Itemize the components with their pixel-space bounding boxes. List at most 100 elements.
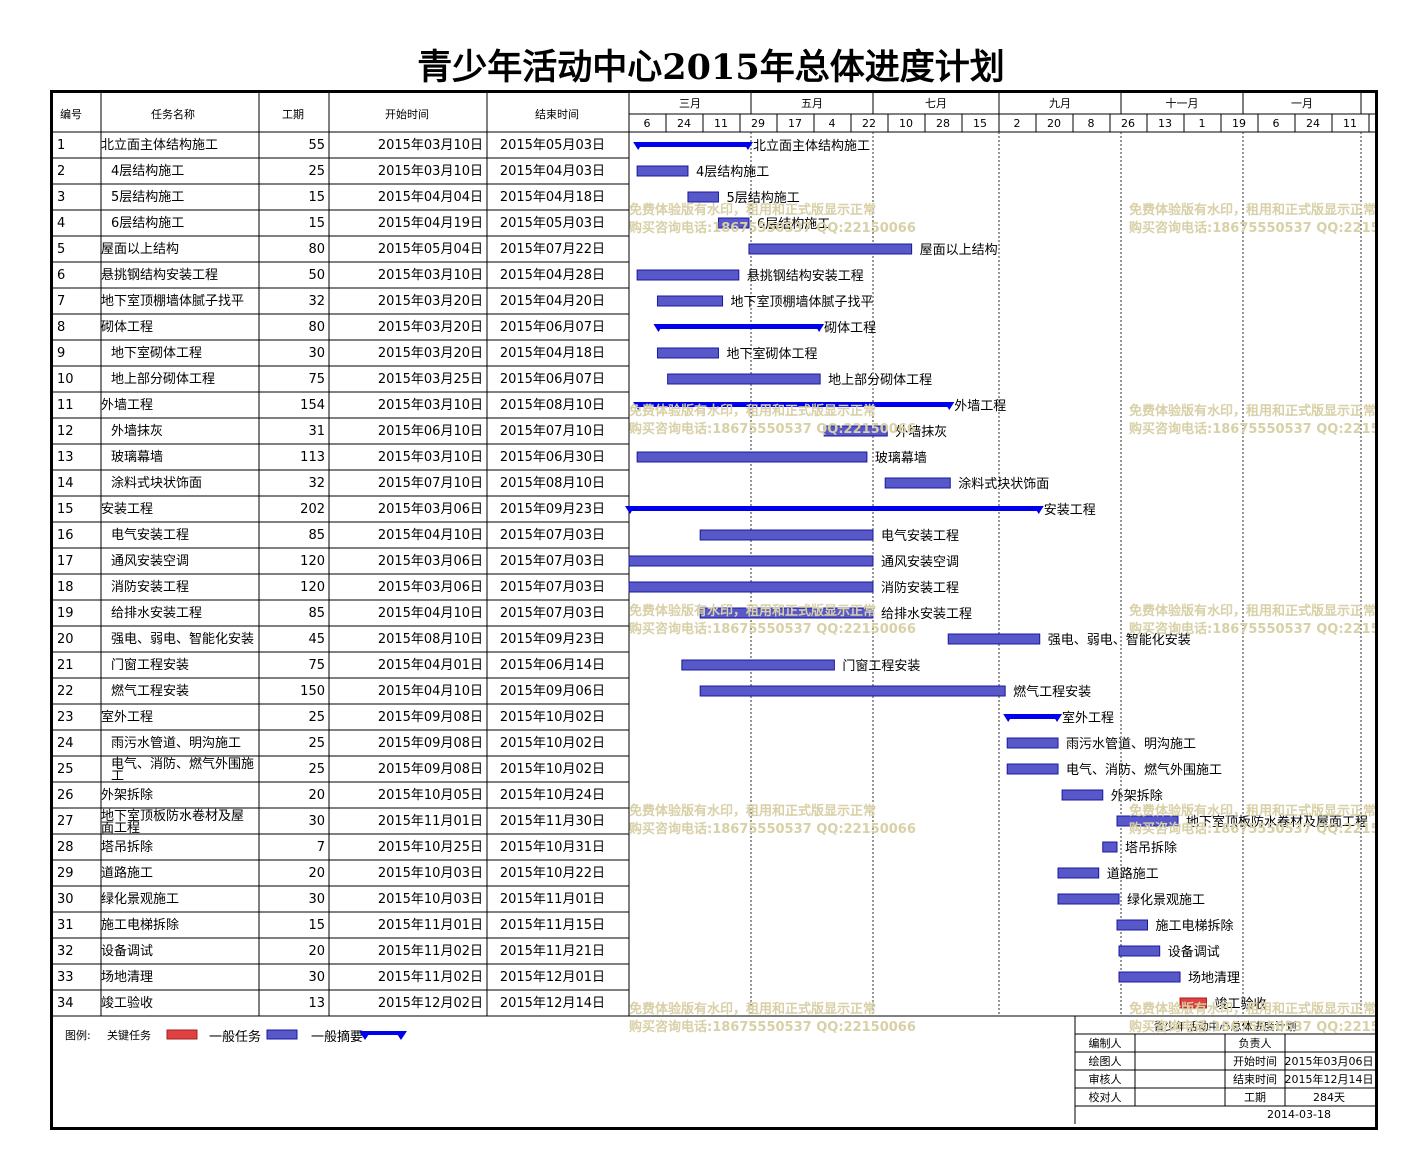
summary-bar-end xyxy=(742,142,753,150)
task-end: 2015年05月03日 xyxy=(500,138,605,153)
task-id: 7 xyxy=(57,294,65,309)
task-id: 16 xyxy=(57,528,74,543)
task-duration: 13 xyxy=(308,996,325,1011)
legend-summary-start xyxy=(359,1031,371,1040)
task-id: 10 xyxy=(57,372,74,387)
task-bar xyxy=(656,295,724,307)
day-label: 8 xyxy=(1088,117,1095,130)
task-duration: 32 xyxy=(308,476,325,491)
task-start: 2015年07月10日 xyxy=(378,476,483,491)
task-end: 2015年07月03日 xyxy=(500,528,605,543)
task-start: 2015年04月10日 xyxy=(378,606,483,621)
task-start: 2015年08月10日 xyxy=(378,632,483,647)
legend-summary-end xyxy=(395,1031,407,1040)
task-start: 2015年04月10日 xyxy=(378,684,483,699)
day-label: 1 xyxy=(1199,117,1206,130)
watermark-line2: 购买咨询电话:18675550537 QQ:22150066 xyxy=(629,421,916,437)
task-end: 2015年10月31日 xyxy=(500,840,605,855)
task-duration: 75 xyxy=(308,372,325,387)
header-id: 编号 xyxy=(60,107,82,121)
task-bar xyxy=(1116,815,1179,827)
task-name: 施工电梯拆除 xyxy=(101,918,179,933)
task-id: 12 xyxy=(57,424,74,439)
task-end: 2015年11月15日 xyxy=(500,918,605,933)
bar-label: 塔吊拆除 xyxy=(1125,841,1177,856)
task-name: 玻璃幕墙 xyxy=(111,450,163,465)
info-project: 青少年活动中心总体进度计划 xyxy=(1154,1019,1297,1033)
task-id: 1 xyxy=(57,138,65,153)
task-name-cont: 工 xyxy=(111,769,124,784)
task-end: 2015年10月02日 xyxy=(500,736,605,751)
legend-normal-swatch xyxy=(266,1029,298,1040)
summary-bar xyxy=(637,402,951,407)
task-end: 2015年07月22日 xyxy=(500,242,605,257)
bar-label: 悬挑钢结构安装工程 xyxy=(747,269,864,284)
day-label: 11 xyxy=(1343,117,1357,130)
task-bar xyxy=(699,685,1006,697)
task-name: 6层结构施工 xyxy=(111,216,184,231)
task-id: 25 xyxy=(57,762,74,777)
legend-normal-label: 一般任务 xyxy=(209,1029,261,1045)
day-label: 28 xyxy=(936,117,950,130)
task-id: 6 xyxy=(57,268,65,283)
info-reviewer: 审核人 xyxy=(1089,1072,1122,1086)
month-label: 九月 xyxy=(1049,97,1071,110)
task-name: 竣工验收 xyxy=(101,995,153,1011)
task-duration: 15 xyxy=(308,918,325,933)
watermark-line2: 购买咨询电话:18675550537 QQ:22150066 xyxy=(1129,220,1375,236)
bar-label: 5层结构施工 xyxy=(726,191,799,206)
watermark-line2: 购买咨询电话:18675550537 QQ:22150066 xyxy=(629,220,916,236)
day-label: 6 xyxy=(644,117,651,130)
day-label: 4 xyxy=(829,117,836,130)
info-duration_label: 工期 xyxy=(1244,1091,1266,1104)
task-name: 给排水安装工程 xyxy=(111,606,202,621)
summary-bar-end xyxy=(944,402,955,410)
task-name: 室外工程 xyxy=(101,709,153,725)
task-duration: 75 xyxy=(308,658,325,673)
task-bar xyxy=(636,165,689,177)
bar-label: 场地清理 xyxy=(1188,971,1240,986)
task-end: 2015年10月22日 xyxy=(500,866,605,881)
task-start: 2015年12月02日 xyxy=(378,996,483,1011)
summary-bar xyxy=(629,506,1040,511)
bar-label: 屋面以上结构 xyxy=(920,243,998,258)
task-name: 地上部分砌体工程 xyxy=(111,372,215,387)
day-label: 13 xyxy=(1158,117,1172,130)
task-start: 2015年04月19日 xyxy=(378,216,483,231)
bar-label: 绿化景观施工 xyxy=(1127,893,1205,908)
bar-label: 雨污水管道、明沟施工 xyxy=(1066,737,1196,752)
summary-bar xyxy=(657,324,821,329)
task-end: 2015年06月07日 xyxy=(500,320,605,335)
watermark-line1: 免费体验版有水印，租用和正式版显示正常 xyxy=(629,202,876,218)
bar-label: 北立面主体结构施工 xyxy=(753,139,870,154)
task-name: 雨污水管道、明沟施工 xyxy=(111,736,241,751)
legend-label: 图例: xyxy=(65,1028,91,1042)
summary-bar xyxy=(1007,714,1059,719)
info-owner: 负责人 xyxy=(1239,1036,1272,1050)
task-name: 北立面主体结构施工 xyxy=(101,138,218,153)
task-start: 2015年03月20日 xyxy=(378,320,483,335)
task-id: 8 xyxy=(57,320,65,335)
task-bar xyxy=(628,555,874,567)
task-bar xyxy=(681,659,835,671)
task-start: 2015年03月10日 xyxy=(378,268,483,283)
month-label: 十一月 xyxy=(1166,96,1199,110)
task-start: 2015年11月01日 xyxy=(378,918,483,933)
bar-label: 给排水安装工程 xyxy=(881,607,972,622)
task-duration: 25 xyxy=(308,710,325,725)
watermark-line1: 免费体验版有水印，租用和正式版显示正常 xyxy=(1129,803,1375,819)
bar-label: 强电、弱电、智能化安装 xyxy=(1048,633,1191,648)
task-start: 2015年10月05日 xyxy=(378,788,483,803)
header-end: 结束时间 xyxy=(535,108,579,121)
task-start: 2015年11月02日 xyxy=(378,970,483,985)
task-name: 门窗工程安装 xyxy=(111,657,189,673)
watermark-line2: 购买咨询电话:18675550537 QQ:22150066 xyxy=(629,621,916,637)
task-bar xyxy=(699,529,874,541)
task-duration: 80 xyxy=(308,242,325,257)
info-compiler: 编制人 xyxy=(1089,1036,1122,1050)
summary-bar-start xyxy=(1003,714,1014,722)
task-bar xyxy=(687,191,719,203)
watermark-line2: 购买咨询电话:18675550537 QQ:22150066 xyxy=(1129,621,1375,637)
task-name: 外架拆除 xyxy=(101,788,153,803)
task-name: 塔吊拆除 xyxy=(101,840,153,855)
